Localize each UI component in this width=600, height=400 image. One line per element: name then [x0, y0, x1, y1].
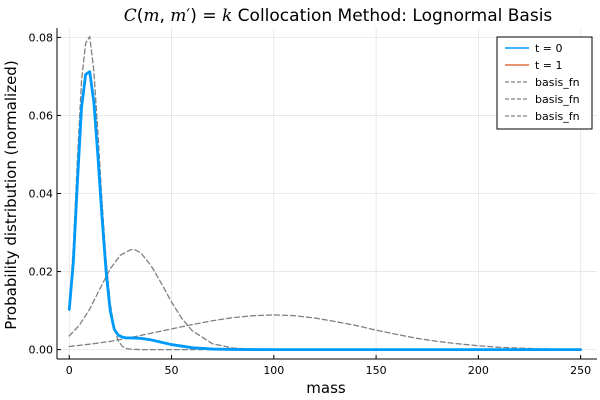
y-axis-label: Probability distribution (normalized) [2, 60, 20, 329]
x-axis-label: mass [306, 379, 346, 397]
legend-label: basis_fn [535, 76, 580, 89]
series-line [67, 70, 583, 352]
x-tick-label: 150 [366, 364, 387, 377]
legend-label: basis_fn [535, 93, 580, 106]
legend-label: basis_fn [535, 110, 580, 123]
basis-fn-line [68, 314, 582, 350]
ticks: 0 50 100 150 200 250 0.00 0.02 0.04 0.06 0.08 [29, 31, 592, 377]
y-tick-label: 0.04 [29, 188, 54, 201]
legend: t = 0 t = 1 basis_fn basis_fn basis_fn [496, 36, 593, 130]
x-tick-label: 50 [165, 364, 179, 377]
series-layer [67, 35, 583, 352]
legend-label: t = 0 [535, 42, 563, 55]
legend-box [496, 36, 593, 130]
basis-fn-line [68, 249, 582, 351]
legend-label: t = 1 [535, 59, 563, 72]
x-tick-label: 100 [263, 364, 284, 377]
y-tick-label: 0.08 [29, 31, 54, 44]
y-tick-label: 0.06 [29, 109, 54, 122]
x-tick-label: 200 [468, 364, 489, 377]
y-tick-label: 0.00 [29, 344, 54, 357]
y-tick-label: 0.02 [29, 266, 54, 279]
chart-title: C(m, m′) = k Collocation Method: Lognorm… [124, 6, 553, 26]
x-tick-label: 0 [66, 364, 73, 377]
x-tick-label: 250 [570, 364, 591, 377]
